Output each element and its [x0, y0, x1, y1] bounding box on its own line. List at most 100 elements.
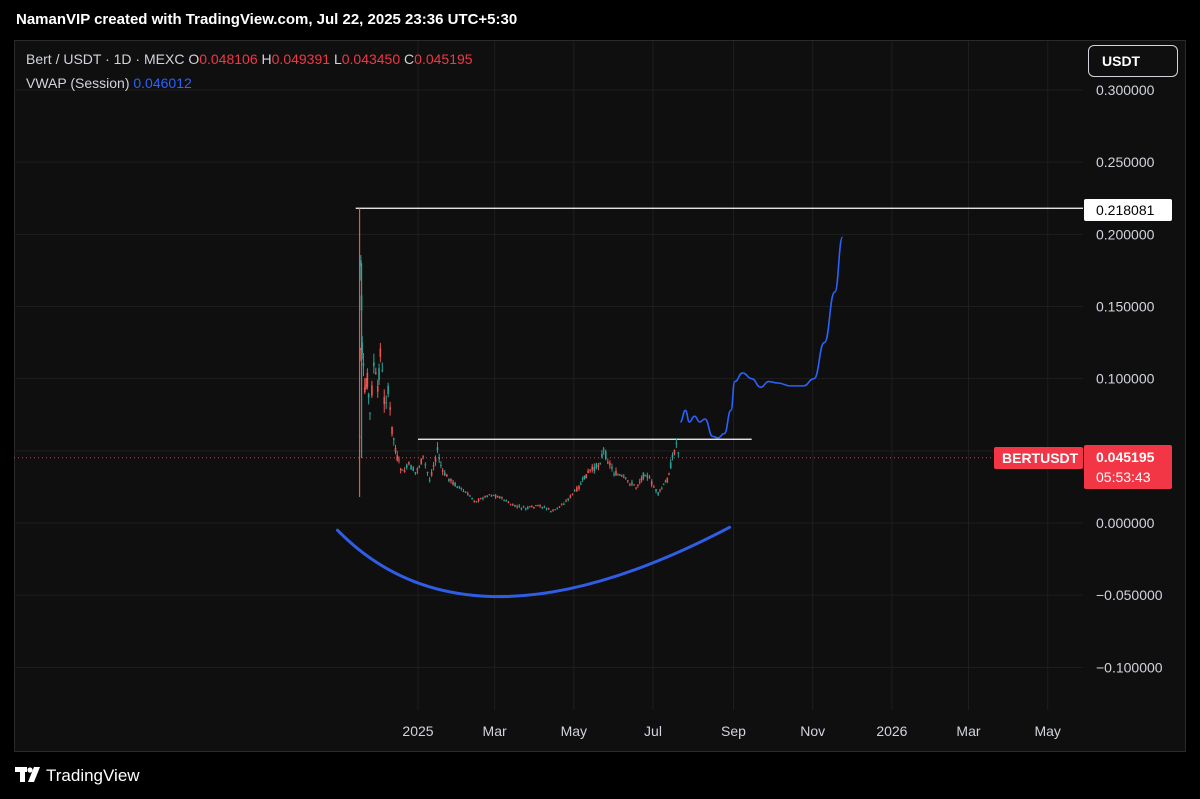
- candle-body: [640, 477, 643, 481]
- candle-body: [464, 491, 467, 493]
- grid: [14, 41, 1083, 710]
- candle-body: [405, 464, 408, 468]
- candle-body: [399, 468, 402, 471]
- vwap-label: VWAP (Session): [26, 75, 130, 91]
- candle-body: [365, 384, 367, 387]
- candle-body: [362, 363, 365, 366]
- candle-body: [410, 465, 412, 470]
- candle-body: [488, 494, 491, 496]
- candle-body: [646, 474, 649, 478]
- candle-body: [430, 472, 433, 476]
- candle-body: [367, 394, 370, 398]
- y-tick-label: 0.150000: [1096, 299, 1155, 315]
- candle-body: [416, 468, 419, 471]
- candle-body: [475, 501, 478, 503]
- candle-body: [441, 469, 444, 472]
- open-label: O: [188, 51, 200, 67]
- candle-body: [580, 483, 582, 485]
- candle-body: [507, 502, 510, 504]
- y-tick-label: −0.100000: [1096, 659, 1163, 675]
- y-axis: 0.300000 0.250000 0.200000 0.150000 0.100000…: [1096, 82, 1163, 675]
- currency-button[interactable]: USDT: [1088, 45, 1178, 77]
- close-value: 0.045195: [414, 51, 473, 67]
- candle-body: [420, 458, 423, 465]
- candle-body: [602, 448, 605, 450]
- symbol-name[interactable]: Bert / USDT · 1D · MEXC: [26, 51, 185, 67]
- candle-body: [438, 457, 441, 460]
- candle-body: [650, 481, 653, 485]
- candle-body: [587, 470, 589, 473]
- candle-body: [560, 504, 563, 506]
- candle-body: [638, 481, 641, 483]
- candle-body: [599, 463, 602, 465]
- candle-body: [460, 487, 463, 489]
- footer: TradingView: [0, 752, 1200, 799]
- candle-body: [669, 462, 672, 469]
- x-tick-label: Nov: [800, 723, 825, 739]
- candle-body: [366, 372, 369, 388]
- candle-body: [471, 497, 473, 499]
- x-tick-label: Jul: [644, 723, 662, 739]
- candle-body: [644, 475, 647, 477]
- candle-body: [469, 495, 471, 497]
- candle-body: [381, 370, 384, 372]
- candle-body: [454, 482, 456, 486]
- candle-body: [567, 498, 569, 501]
- price-tag-value: 0.045195: [1096, 449, 1155, 465]
- x-tick-label: 2025: [402, 723, 433, 739]
- candle-body: [539, 505, 541, 507]
- candle-body: [385, 402, 387, 404]
- candle-body: [609, 462, 611, 466]
- candle-body: [401, 469, 404, 471]
- candle-body: [627, 480, 629, 482]
- candle-body: [573, 490, 576, 492]
- symbol-tag-label: BERTUSDT: [1002, 450, 1079, 466]
- candle-body: [360, 260, 362, 266]
- candle-body: [514, 504, 516, 507]
- candle-body: [607, 461, 609, 464]
- candle-body: [617, 474, 619, 476]
- candle-body: [664, 481, 667, 483]
- symbol-legend: Bert / USDT · 1D · MEXC O0.048106 H0.049…: [26, 51, 473, 67]
- candle-body: [392, 438, 395, 440]
- candle-body: [518, 505, 521, 507]
- candle-body: [458, 486, 461, 488]
- candle-body: [414, 471, 417, 473]
- candle-body: [440, 464, 442, 466]
- candle-body: [659, 489, 661, 491]
- candle-body: [552, 510, 554, 512]
- candle-body: [622, 476, 625, 478]
- rounding-bottom-arc[interactable]: [336, 525, 732, 599]
- projection-path[interactable]: [679, 236, 844, 439]
- resistance-tag-label: 0.218081: [1096, 202, 1155, 218]
- x-tick-label: Sep: [721, 723, 746, 739]
- candle-body: [379, 348, 382, 357]
- candle-body: [496, 496, 499, 498]
- candle-body: [516, 506, 518, 508]
- candle-body: [637, 485, 639, 487]
- y-tick-label: 0.250000: [1096, 154, 1155, 170]
- candle-body: [375, 372, 377, 374]
- candle-body: [503, 500, 505, 502]
- candle-body: [448, 478, 450, 481]
- close-label: C: [404, 51, 415, 67]
- candle-body: [498, 496, 501, 499]
- price-tag-countdown: 05:53:43: [1096, 469, 1151, 485]
- x-tick-label: May: [561, 723, 587, 739]
- candle-body: [666, 478, 669, 483]
- high-value: 0.049391: [271, 51, 331, 67]
- vwap-legend[interactable]: VWAP (Session) 0.046012: [26, 75, 192, 91]
- chart-panel[interactable]: [14, 40, 1186, 752]
- low-value: 0.043450: [341, 51, 401, 67]
- candle-body: [653, 486, 655, 488]
- x-axis: 2025 Mar May Jul Sep Nov 2026 Mar May: [402, 723, 1061, 739]
- candle-body: [535, 505, 537, 507]
- symbol-tag-box: [994, 447, 1083, 469]
- candle-body: [456, 486, 459, 488]
- footer-brand[interactable]: TradingView: [46, 766, 140, 785]
- candle-body: [450, 478, 452, 482]
- candle-body: [522, 506, 525, 508]
- candle-body: [545, 508, 548, 510]
- candle-body: [359, 348, 362, 350]
